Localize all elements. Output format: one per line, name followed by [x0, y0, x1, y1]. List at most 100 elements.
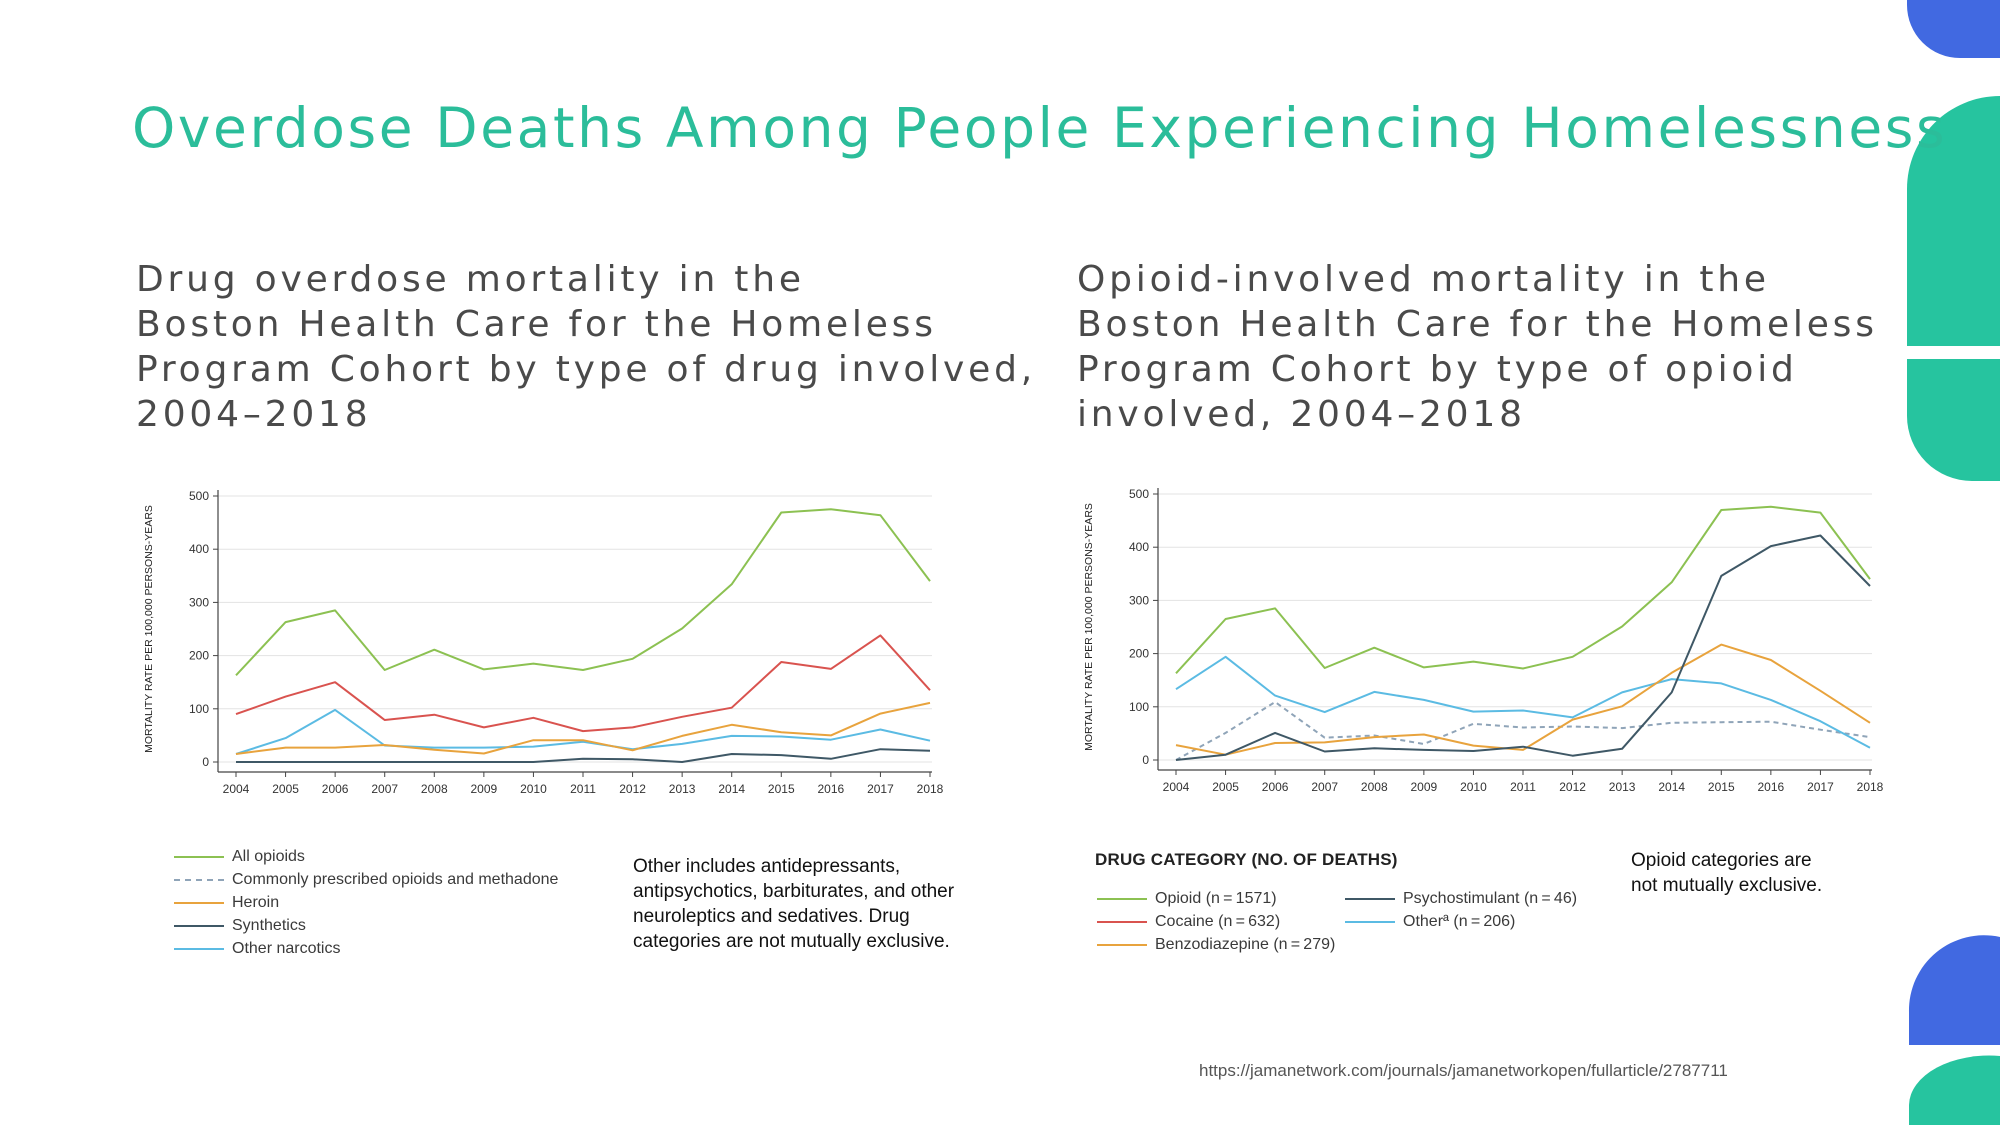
decor-blue-top [1907, 0, 2000, 58]
series-line [1176, 507, 1870, 674]
x-tick-label: 2010 [1460, 780, 1487, 794]
y-tick-label: 500 [1129, 487, 1149, 501]
y-tick-label: 100 [189, 702, 209, 716]
x-tick-label: 2016 [818, 782, 845, 796]
subtitle-line: Program Cohort by type of drug involved, [136, 347, 1036, 392]
legend-item: All opioids [174, 848, 305, 866]
note-line: not mutually exclusive. [1631, 873, 1822, 898]
x-tick-label: 2005 [1212, 780, 1239, 794]
legend-item: Opioid (n = 1571) [1097, 890, 1277, 908]
x-tick-label: 2015 [1708, 780, 1735, 794]
legend-item: Otherª (n = 206) [1345, 913, 1515, 931]
legend-right-title: DRUG CATEGORY (NO. OF DEATHS) [1095, 850, 1398, 870]
note-line: categories are not mutually exclusive. [633, 929, 954, 954]
x-tick-label: 2005 [272, 782, 299, 796]
y-axis-label: MORTALITY RATE PER 100,000 PERSONS-YEARS [143, 505, 155, 753]
legend-item: Psychostimulant (n = 46) [1345, 890, 1577, 908]
y-tick-label: 500 [189, 489, 209, 503]
series-line [236, 703, 930, 754]
note-line: Other includes antidepressants, [633, 854, 954, 879]
chart-left: 0 100 200 300 400 500 2004 2005 2006 2007 2008 2009… [130, 480, 950, 810]
legend-item: Synthetics [174, 917, 306, 935]
legend-item: Heroin [174, 894, 279, 912]
legend-label: All opioids [232, 848, 305, 866]
legend-swatch [1345, 898, 1395, 900]
x-tick-label: 2016 [1758, 780, 1785, 794]
subtitle-line: Boston Health Care for the Homeless [136, 302, 1036, 347]
legend-item: Cocaine (n = 632) [1097, 913, 1280, 931]
page-title: Overdose Deaths Among People Experiencin… [132, 96, 1947, 160]
x-tick-label: 2007 [1311, 780, 1338, 794]
y-tick-label: 300 [1129, 593, 1149, 607]
x-tick-label: 2009 [471, 782, 498, 796]
series-line [236, 509, 930, 675]
legend-swatch [1097, 898, 1147, 900]
subtitle-line: Program Cohort by type of opioid [1077, 347, 1878, 392]
x-tick-label: 2007 [371, 782, 398, 796]
subtitle-line: involved, 2004–2018 [1077, 392, 1878, 437]
legend-label: Commonly prescribed opioids and methadon… [232, 871, 558, 889]
note-line: neuroleptics and sedatives. Drug [633, 904, 954, 929]
x-tick-label: 2018 [1857, 780, 1884, 794]
x-tick-label: 2009 [1411, 780, 1438, 794]
chart-right-subtitle: Opioid-involved mortality in the Boston … [1077, 257, 1878, 437]
subtitle-line: 2004–2018 [136, 392, 1036, 437]
y-axis-label: MORTALITY RATE PER 100,000 PERSONS-YEARS [1083, 503, 1095, 751]
y-tick-label: 300 [189, 595, 209, 609]
y-tick-label: 100 [1129, 700, 1149, 714]
legend-label: Synthetics [232, 917, 306, 935]
legend-swatch [174, 879, 224, 881]
note-right: Opioid categories are not mutually exclu… [1631, 848, 1822, 898]
x-tick-label: 2017 [867, 782, 894, 796]
x-tick-label: 2012 [619, 782, 646, 796]
y-tick-label: 0 [1142, 753, 1149, 767]
x-tick-label: 2004 [1163, 780, 1190, 794]
legend-label: Otherª (n = 206) [1403, 913, 1515, 931]
legend-label: Heroin [232, 894, 279, 912]
legend-item: Other narcotics [174, 940, 340, 958]
series-line [1176, 536, 1870, 761]
x-tick-label: 2018 [917, 782, 944, 796]
legend-swatch [174, 925, 224, 927]
y-tick-label: 0 [202, 755, 209, 769]
x-tick-label: 2008 [1361, 780, 1388, 794]
source-link[interactable]: https://jamanetwork.com/journals/jamanet… [1199, 1061, 1728, 1081]
decorative-shapes [1900, 0, 2000, 1125]
legend-swatch [1345, 921, 1395, 923]
x-tick-label: 2006 [1262, 780, 1289, 794]
subtitle-line: Drug overdose mortality in the [136, 257, 1036, 302]
x-tick-label: 2004 [223, 782, 250, 796]
series-line [236, 749, 930, 762]
chart-left-subtitle: Drug overdose mortality in the Boston He… [136, 257, 1036, 437]
series-line [1176, 645, 1870, 755]
legend-label: Cocaine (n = 632) [1155, 913, 1280, 931]
note-line: antipsychotics, barbiturates, and other [633, 879, 954, 904]
legend-item: Benzodiazepine (n = 279) [1097, 936, 1335, 954]
legend-swatch [174, 902, 224, 904]
x-tick-label: 2011 [570, 782, 596, 796]
decor-green-bottom [1909, 1056, 2000, 1125]
x-tick-label: 2014 [1658, 780, 1685, 794]
x-tick-label: 2011 [1510, 780, 1536, 794]
x-tick-label: 2013 [669, 782, 696, 796]
x-tick-label: 2008 [421, 782, 448, 796]
x-tick-label: 2010 [520, 782, 547, 796]
y-tick-label: 200 [189, 649, 209, 663]
legend-label: Opioid (n = 1571) [1155, 890, 1277, 908]
legend-item: Commonly prescribed opioids and methadon… [174, 871, 558, 889]
legend-swatch [174, 948, 224, 950]
series-line [236, 635, 930, 731]
note-left: Other includes antidepressants, antipsyc… [633, 854, 954, 954]
decor-blue-bottom [1909, 935, 2000, 1045]
legend-label: Other narcotics [232, 940, 340, 958]
chart-right: 0 100 200 300 400 500 2004 2005 2006 2007 2008 2009… [1070, 478, 1890, 808]
legend-swatch [1097, 944, 1147, 946]
x-tick-label: 2014 [718, 782, 745, 796]
y-tick-label: 400 [1129, 540, 1149, 554]
x-tick-label: 2015 [768, 782, 795, 796]
subtitle-line: Opioid-involved mortality in the [1077, 257, 1878, 302]
x-tick-label: 2017 [1807, 780, 1834, 794]
decor-green-half [1907, 359, 2000, 481]
legend-swatch [174, 856, 224, 858]
note-line: Opioid categories are [1631, 848, 1822, 873]
